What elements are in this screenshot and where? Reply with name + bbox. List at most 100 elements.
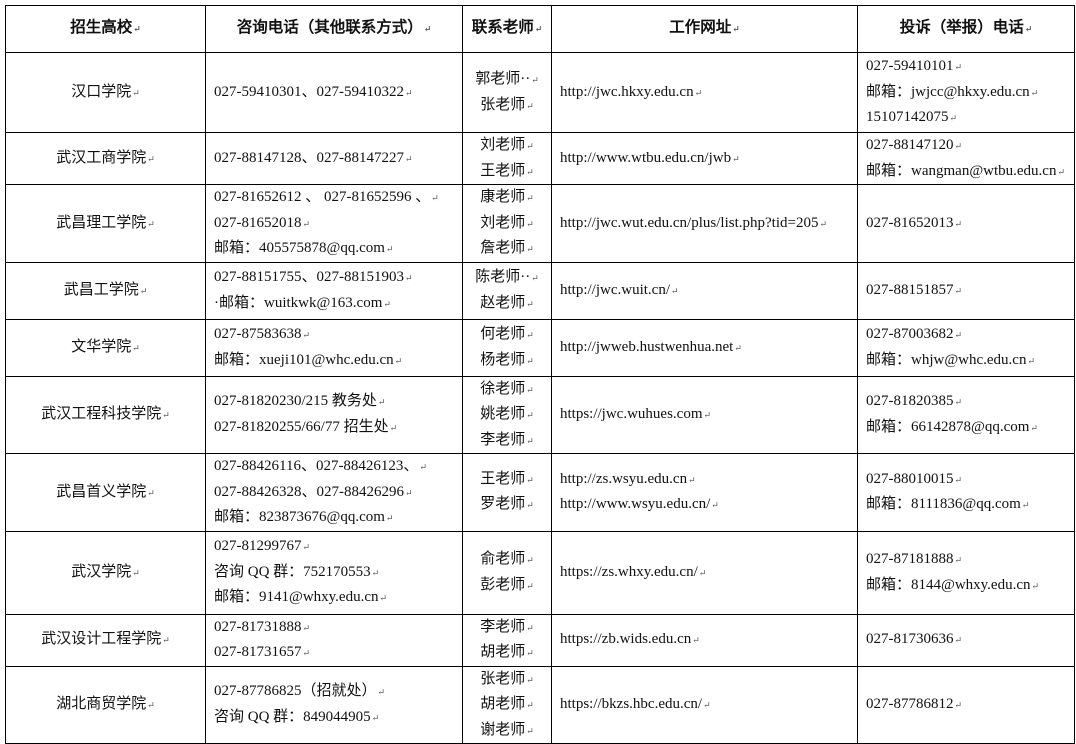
website-link[interactable]: https://zb.wids.edu.cn <box>560 627 849 653</box>
phone-cell: 027-81820230/215 教务处027-81820255/66/77 招… <box>205 375 463 454</box>
complaint-line: 027-87003682 <box>866 322 1066 348</box>
table-row: 武汉设计工程学院027-81731888027-81731657李老师胡老师ht… <box>5 613 1075 667</box>
teachers-line: 刘老师 <box>467 133 547 159</box>
teachers-line: 李老师 <box>467 428 547 454</box>
complaint-line: 027-88010015 <box>866 467 1066 493</box>
website-cell: https://bkzs.hbc.edu.cn/ <box>551 665 858 744</box>
teachers-line: 张老师 <box>467 93 547 119</box>
phone-line: 027-81652018 <box>214 211 454 237</box>
teachers-line: 杨老师 <box>467 348 547 374</box>
complaint-line: 027-88151857 <box>866 278 1066 304</box>
college-cell: 武汉设计工程学院 <box>5 613 206 667</box>
website-link[interactable]: http://jwc.hkxy.edu.cn <box>560 80 849 106</box>
header-label: 联系老师 <box>472 19 543 36</box>
college-line: 文华学院 <box>14 335 197 361</box>
teachers-line: 罗老师 <box>467 492 547 518</box>
header-college: 招生高校 <box>5 5 206 53</box>
college-cell: 文华学院 <box>5 318 206 377</box>
complaint-line: 027-81730636 <box>866 627 1066 653</box>
phone-line: 邮箱：823873676@qq.com <box>214 505 454 531</box>
college-cell: 汉口学院 <box>5 52 206 133</box>
website-link[interactable]: https://zs.whxy.edu.cn/ <box>560 560 849 586</box>
teachers-line: 郭老师·· <box>467 67 547 93</box>
website-cell: http://jwc.wut.edu.cn/plus/list.php?tid=… <box>551 184 858 263</box>
teachers-cell: 徐老师姚老师李老师 <box>462 375 552 454</box>
complaint-line: 邮箱：8144@whxy.edu.cn <box>866 573 1066 599</box>
complaint-cell: 027-81820385邮箱：66142878@qq.com <box>857 375 1075 454</box>
header-website: 工作网址 <box>551 5 858 53</box>
phone-line: 027-59410301、027-59410322 <box>214 80 454 106</box>
phone-line: 027-81299767 <box>214 534 454 560</box>
phone-line: 027-81820255/66/77 招生处 <box>214 415 454 441</box>
contact-table: 招生高校 咨询电话（其他联系方式） 联系老师 工作网址 投诉（举报）电话 汉口学… <box>5 5 1075 744</box>
website-link[interactable]: https://bkzs.hbc.edu.cn/ <box>560 692 849 718</box>
website-link[interactable]: https://jwc.wuhues.com <box>560 402 849 428</box>
website-cell: http://jwc.hkxy.edu.cn <box>551 52 858 133</box>
website-link[interactable]: http://www.wsyu.edu.cn/ <box>560 492 849 518</box>
college-line: 武汉工商学院 <box>14 146 197 172</box>
table-row: 武昌工学院 027-88151755、027-88151903·邮箱：wuitkw… <box>5 261 1075 320</box>
college-cell: 武昌理工学院 <box>5 184 206 263</box>
college-cell: 武汉工程科技学院 <box>5 375 206 454</box>
college-cell: 武昌首义学院 <box>5 453 206 532</box>
teachers-line: 陈老师·· <box>467 265 547 291</box>
phone-cell: 027-81652612 、 027-81652596 、027-8165201… <box>205 184 463 263</box>
website-link[interactable]: http://jwc.wuit.cn/ <box>560 278 849 304</box>
teachers-line: 何老师 <box>467 322 547 348</box>
college-line: 武昌首义学院 <box>14 480 197 506</box>
phone-cell: 027-88147128、027-88147227 <box>205 132 463 185</box>
teachers-cell: 王老师罗老师 <box>462 453 552 532</box>
complaint-line: 邮箱：jwjcc@hkxy.edu.cn <box>866 80 1066 106</box>
phone-line: 027-88426328、027-88426296 <box>214 480 454 506</box>
table-row: 湖北商贸学院 027-87786825（招就处）咨询 QQ 群：849044905… <box>5 665 1075 744</box>
header-teachers: 联系老师 <box>462 5 552 53</box>
table-row: 武汉学院 027-81299767咨询 QQ 群：752170553邮箱：9141… <box>5 530 1075 615</box>
college-cell: 武汉工商学院 <box>5 132 206 185</box>
phone-line: 027-88147128、027-88147227 <box>214 146 454 172</box>
website-link[interactable]: http://www.wtbu.edu.cn/jwb <box>560 146 849 172</box>
complaint-cell: 027-88010015邮箱：8111836@qq.com <box>857 453 1075 532</box>
complaint-cell: 027-87786812 <box>857 665 1075 744</box>
teachers-line: 李老师 <box>467 615 547 641</box>
complaint-line: 邮箱：66142878@qq.com <box>866 415 1066 441</box>
phone-line: 邮箱：xueji101@whc.edu.cn <box>214 348 454 374</box>
teachers-line: 康老师 <box>467 185 547 211</box>
website-cell: https://jwc.wuhues.com <box>551 375 858 454</box>
phone-line: 027-81731888 <box>214 615 454 641</box>
phone-cell: 027-88151755、027-88151903·邮箱：wuitkwk@163… <box>205 261 463 320</box>
table-row: 武昌理工学院 027-81652612 、 027-81652596 、027-8… <box>5 184 1075 263</box>
phone-line: ·邮箱：wuitkwk@163.com <box>214 291 454 317</box>
phone-line: 咨询 QQ 群：752170553 <box>214 560 454 586</box>
teachers-cell: 郭老师··张老师 <box>462 52 552 133</box>
complaint-cell: 027-87181888邮箱：8144@whxy.edu.cn <box>857 530 1075 615</box>
phone-line: 邮箱：405575878@qq.com <box>214 236 454 262</box>
teachers-line: 王老师 <box>467 159 547 185</box>
teachers-cell: 刘老师王老师 <box>462 132 552 185</box>
phone-line: 027-88151755、027-88151903 <box>214 265 454 291</box>
phone-line: 027-81652612 、 027-81652596 、 <box>214 185 454 211</box>
college-line: 武汉学院 <box>14 560 197 586</box>
header-label: 投诉（举报）电话 <box>900 19 1033 36</box>
website-cell: http://www.wtbu.edu.cn/jwb <box>551 132 858 185</box>
phone-cell: 027-81731888027-81731657 <box>205 613 463 667</box>
website-link[interactable]: http://jwc.wut.edu.cn/plus/list.php?tid=… <box>560 211 849 237</box>
header-row: 招生高校 咨询电话（其他联系方式） 联系老师 工作网址 投诉（举报）电话 <box>5 5 1075 53</box>
phone-line: 027-81731657 <box>214 640 454 666</box>
college-line: 湖北商贸学院 <box>14 692 197 718</box>
college-line: 武汉设计工程学院 <box>14 627 197 653</box>
college-cell: 湖北商贸学院 <box>5 665 206 744</box>
website-link[interactable]: http://jwweb.hustwenhua.net <box>560 335 849 361</box>
complaint-cell: 027-87003682邮箱：whjw@whc.edu.cn <box>857 318 1075 377</box>
website-cell: https://zs.whxy.edu.cn/ <box>551 530 858 615</box>
website-link[interactable]: http://zs.wsyu.edu.cn <box>560 467 849 493</box>
complaint-line: 15107142075 <box>866 105 1066 131</box>
phone-line: 027-87786825（招就处） <box>214 679 454 705</box>
college-line: 武汉工程科技学院 <box>14 402 197 428</box>
teachers-cell: 何老师杨老师 <box>462 318 552 377</box>
complaint-line: 邮箱：8111836@qq.com <box>866 492 1066 518</box>
complaint-line: 邮箱：wangman@wtbu.edu.cn <box>866 159 1066 185</box>
header-label: 咨询电话（其他联系方式） <box>237 19 432 36</box>
phone-cell: 027-59410301、027-59410322 <box>205 52 463 133</box>
college-line: 武昌理工学院 <box>14 211 197 237</box>
phone-line: 咨询 QQ 群：849044905 <box>214 705 454 731</box>
